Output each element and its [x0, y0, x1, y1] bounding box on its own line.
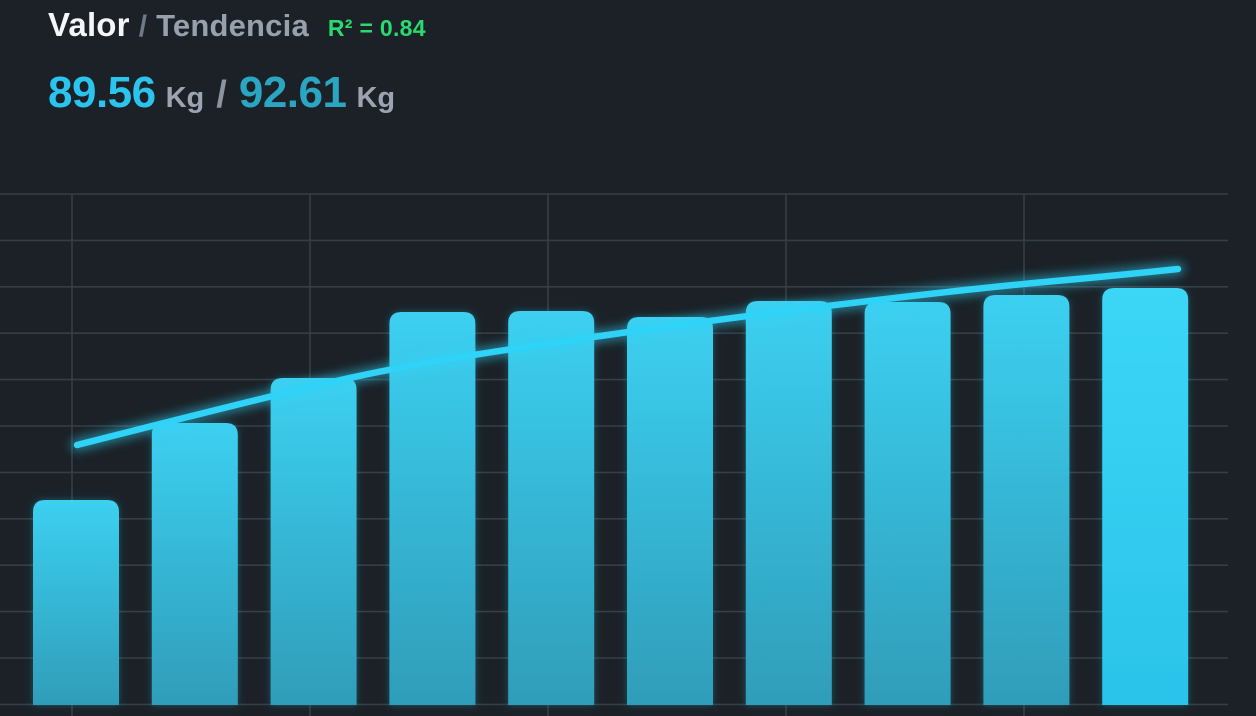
bar[interactable]: [389, 312, 476, 705]
bar[interactable]: [627, 317, 713, 705]
legend-row: Valor / Tendencia R² = 0.84: [48, 6, 426, 45]
trend-value-unit: Kg: [356, 81, 396, 114]
trend-value: 92.61: [238, 67, 347, 117]
current-value: 89.56: [48, 67, 156, 117]
bar[interactable]: [151, 423, 238, 705]
trend-line-tendencia: [70, 262, 1185, 452]
values-row: 89.56 Kg / 92.61 Kg: [48, 67, 426, 117]
bar[interactable]: [270, 378, 357, 705]
bar-series-valor: [33, 288, 1189, 705]
series-tendencia-label: Tendencia: [156, 8, 309, 43]
bar[interactable]: [33, 500, 119, 705]
trend-line-path: [73, 265, 1182, 449]
chart-header: Valor / Tendencia R² = 0.84 89.56 Kg / 9…: [48, 6, 426, 117]
bar[interactable]: [745, 301, 832, 705]
legend-separator: /: [138, 10, 148, 43]
bar[interactable]: [508, 311, 595, 705]
bar[interactable]: [864, 302, 951, 705]
current-value-unit: Kg: [165, 81, 205, 114]
series-valor-label: Valor: [48, 6, 130, 43]
values-separator: /: [216, 73, 227, 116]
r-squared-badge: R² = 0.84: [327, 15, 426, 41]
bar[interactable]: [983, 295, 1070, 705]
bar-current-highlighted[interactable]: [1102, 288, 1189, 705]
